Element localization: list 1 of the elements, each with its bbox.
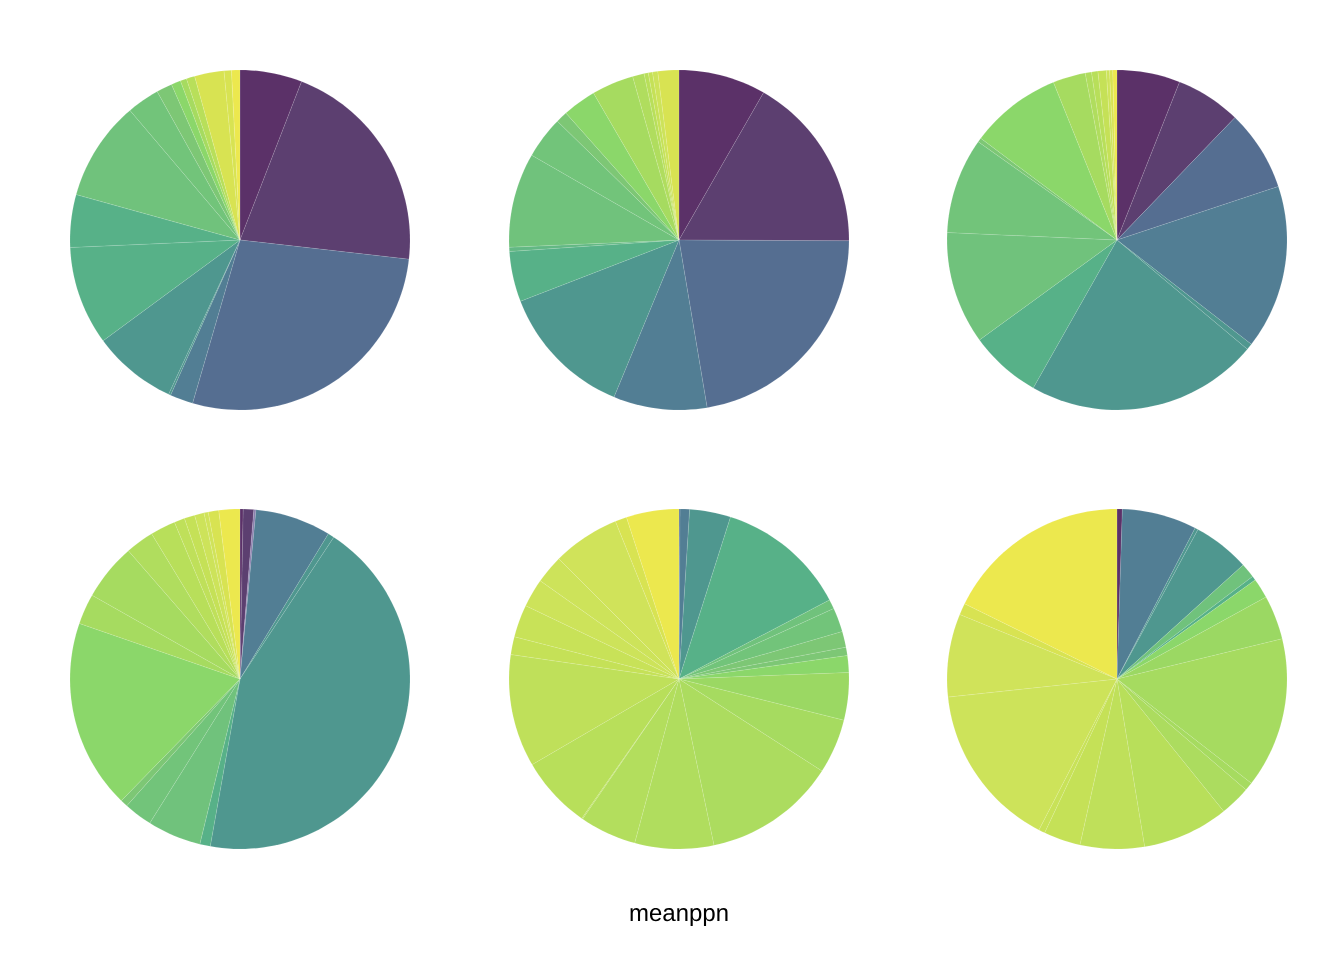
text: meanppn bbox=[630, 908, 728, 926]
